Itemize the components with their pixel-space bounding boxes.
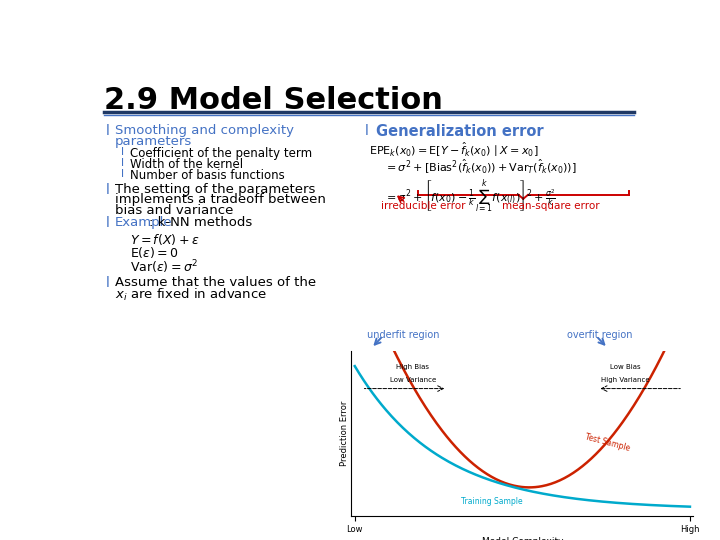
Text: Generalization error: Generalization error [376, 124, 544, 139]
Text: irreducible error: irreducible error [381, 201, 465, 211]
Text: l: l [106, 276, 109, 290]
Text: The setting of the parameters: The setting of the parameters [114, 183, 315, 195]
Text: implements a tradeoff between: implements a tradeoff between [114, 193, 325, 206]
Text: l: l [121, 158, 124, 168]
Text: Training Sample: Training Sample [461, 497, 523, 507]
Text: Low Bias: Low Bias [610, 364, 640, 370]
Text: 63: 63 [568, 463, 582, 473]
Text: $= \sigma^2 + \left[f(x_0) - \frac{1}{k}\sum_{l=1}^{k} f(x_{(l)})\right]^2 + \fr: $= \sigma^2 + \left[f(x_0) - \frac{1}{k}… [384, 178, 557, 214]
Text: parameters: parameters [114, 135, 192, 148]
Text: l: l [106, 217, 109, 231]
Text: mean-square error: mean-square error [502, 201, 599, 211]
Text: overfit region: overfit region [567, 330, 632, 340]
Text: $x_i$ are fixed in advance: $x_i$ are fixed in advance [114, 287, 267, 302]
Text: Width of the kernel: Width of the kernel [130, 158, 243, 171]
Text: l: l [121, 147, 124, 157]
Text: High Bias: High Bias [397, 364, 429, 370]
Text: $\mathrm{Var}(\varepsilon) = \sigma^2$: $\mathrm{Var}(\varepsilon) = \sigma^2$ [130, 258, 199, 275]
Text: Assume that the values of the: Assume that the values of the [114, 276, 316, 289]
Text: Low Variance: Low Variance [390, 377, 436, 383]
Text: $Y = f(X) + \varepsilon$: $Y = f(X) + \varepsilon$ [130, 232, 199, 247]
Text: Coefficient of the penalty term: Coefficient of the penalty term [130, 147, 312, 160]
Text: 2.9 Model Selection: 2.9 Model Selection [104, 86, 443, 116]
Y-axis label: Prediction Error: Prediction Error [340, 401, 348, 466]
Text: l: l [365, 124, 369, 138]
Text: l: l [121, 168, 124, 179]
X-axis label: Model Complexity: Model Complexity [482, 537, 563, 540]
Text: l: l [106, 124, 109, 138]
Text: Smoothing and complexity: Smoothing and complexity [114, 124, 294, 137]
Text: High Variance: High Variance [600, 377, 649, 383]
Text: : k-NN methods: : k-NN methods [149, 217, 252, 230]
Text: Number of basis functions: Number of basis functions [130, 168, 285, 182]
Text: bias and variance: bias and variance [114, 204, 233, 217]
Text: Test Sample: Test Sample [584, 433, 631, 454]
Text: l: l [106, 183, 109, 197]
Text: $\mathrm{E}(\varepsilon) = 0$: $\mathrm{E}(\varepsilon) = 0$ [130, 245, 179, 260]
Text: underfit region: underfit region [367, 330, 440, 340]
Text: $\mathrm{EPE}_k(x_0) = \mathrm{E}[Y - \hat{f}_k(x_0) \mid X = x_0]$: $\mathrm{EPE}_k(x_0) = \mathrm{E}[Y - \h… [369, 141, 539, 159]
Text: Example: Example [114, 217, 172, 230]
Text: $= \sigma^2 + [\mathrm{Bias}^2(\hat{f}_k(x_0)) + \mathrm{Var}_T(\hat{f}_k(x_0))]: $= \sigma^2 + [\mathrm{Bias}^2(\hat{f}_k… [384, 158, 577, 176]
